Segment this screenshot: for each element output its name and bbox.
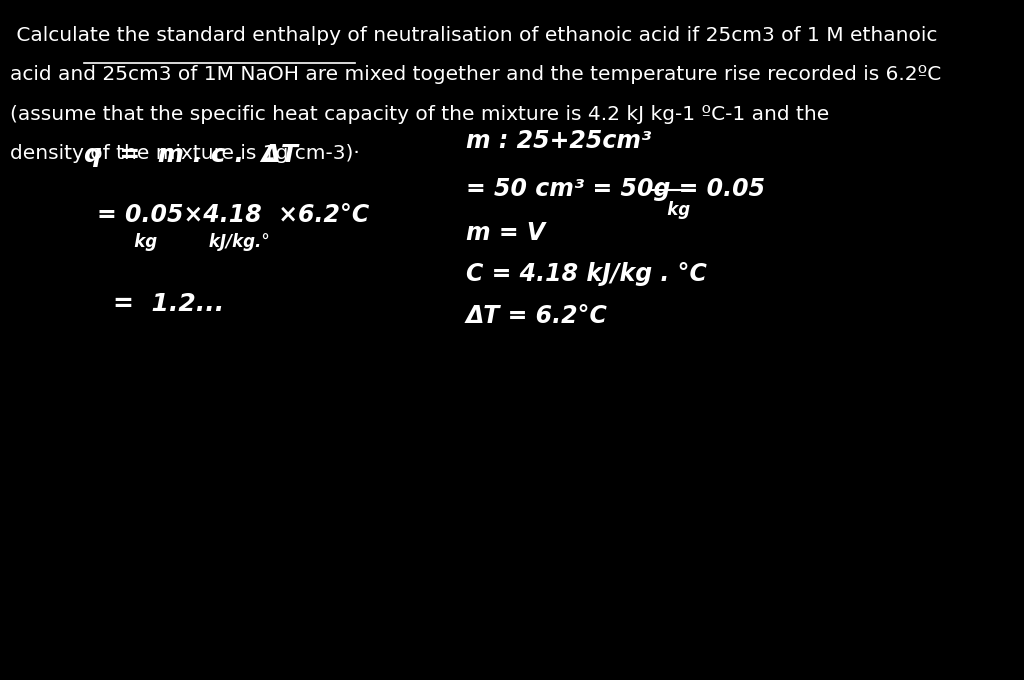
Text: acid and 25cm3 of 1M NaOH are mixed together and the temperature rise recorded i: acid and 25cm3 of 1M NaOH are mixed toge… bbox=[10, 65, 941, 84]
Text: density of the mixture is 1g cm-3)·: density of the mixture is 1g cm-3)· bbox=[10, 144, 360, 163]
Text: ΔT = 6.2°C: ΔT = 6.2°C bbox=[466, 304, 608, 328]
Text: m = V: m = V bbox=[466, 221, 545, 245]
Text: C = 4.18 kJ/kg . °C: C = 4.18 kJ/kg . °C bbox=[466, 262, 707, 286]
Text: =  1.2...: = 1.2... bbox=[113, 292, 224, 316]
Text: m : 25+25cm³: m : 25+25cm³ bbox=[466, 129, 651, 153]
Text: (assume that the specific heat capacity of the mixture is 4.2 kJ kg-1 ºC-1 and t: (assume that the specific heat capacity … bbox=[10, 105, 829, 124]
Text: = 0.05×4.18  ×6.2°C: = 0.05×4.18 ×6.2°C bbox=[97, 203, 370, 226]
Text: kg: kg bbox=[466, 201, 690, 218]
Text: q  =  m . c .  ΔT: q = m . c . ΔT bbox=[84, 143, 298, 167]
Text: kg         kJ/kg.°: kg kJ/kg.° bbox=[117, 233, 269, 250]
Text: = 50 cm³ = 50g = 0.05: = 50 cm³ = 50g = 0.05 bbox=[466, 177, 765, 201]
Text: Calculate the standard enthalpy of neutralisation of ethanoic acid if 25cm3 of 1: Calculate the standard enthalpy of neutr… bbox=[10, 26, 938, 45]
